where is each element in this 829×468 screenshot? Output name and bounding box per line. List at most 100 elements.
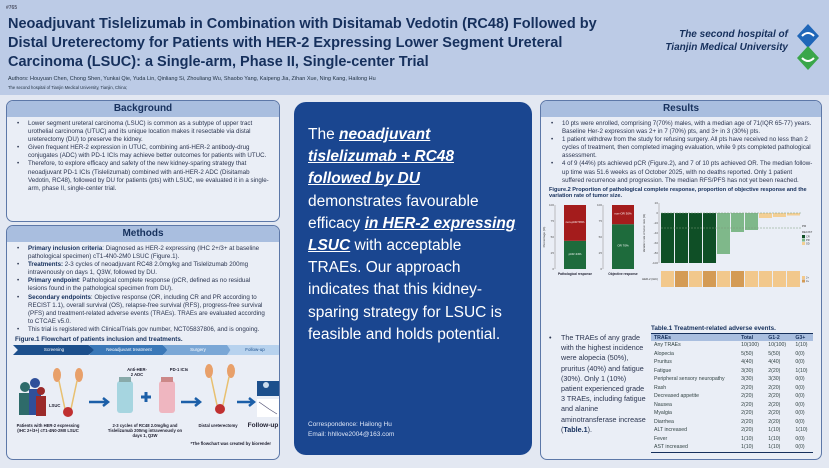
waterfall-bar: [773, 212, 786, 217]
table-cell: 4(40): [768, 359, 781, 365]
waterfall-bar: [661, 212, 674, 263]
legend-label: PR: [806, 238, 810, 242]
waterfall-bar: [731, 212, 744, 232]
her2-cell: [717, 270, 730, 287]
table-cell: 1(10): [768, 427, 781, 433]
reference-label: PR: [802, 224, 807, 228]
trae-summary: • The TRAEs of any grade with the highest…: [549, 333, 646, 434]
methods-item: Primary inclusion criteria: Diagnosed as…: [15, 245, 271, 261]
her2-cell: [689, 270, 702, 287]
legend-swatch: [802, 238, 805, 242]
bar-label: non-OR 30%: [614, 211, 632, 215]
table-cell: 2(20): [741, 427, 754, 433]
results-item: 10 pts were enrolled, comprising 7(70%) …: [549, 120, 813, 136]
waterfall-bar: [675, 212, 688, 263]
poster-number: #765: [6, 5, 18, 11]
methods-item-text: : Diagnosed as HER-2 expressing (IHC 2+/…: [28, 245, 260, 261]
her2-cell: [661, 270, 674, 287]
flowchart-illustration: [19, 364, 279, 418]
table-cell: 1(10): [795, 342, 808, 348]
methods-item-label: Primary inclusion criteria: [28, 245, 103, 252]
table-cell: 4(40): [741, 359, 754, 365]
correspondence: Correspondence: Hailong Hu: [308, 421, 392, 428]
her2-cell: [759, 270, 772, 287]
bar-label: OR 70%: [617, 243, 629, 247]
legend-label: CR: [806, 234, 810, 238]
results-heading: Results: [541, 101, 821, 117]
bar-label: pCR 44%: [569, 252, 582, 256]
table-ref: Table.1: [563, 424, 588, 434]
y-tick-label: -20: [654, 221, 659, 225]
table-cell: 2(20): [741, 384, 754, 391]
poster-header: #765 Neoadjuvant Tislelizumab in Combina…: [0, 0, 829, 95]
table-cell: 2(20): [768, 367, 781, 374]
legend-swatch: [802, 279, 805, 283]
table-row: Decreased appetite 2(20) 2(20) 0(0): [651, 392, 813, 401]
table-cell: 5(50): [768, 350, 781, 357]
table-cell: 2(20): [741, 418, 754, 425]
conclusion-highlight: in HER-2 expressing LSUC: [308, 214, 516, 255]
y-tick-label: 100: [597, 203, 602, 207]
her2-cell: [703, 270, 716, 287]
background-heading: Background: [7, 101, 279, 117]
conclusion-highlight: neoadjuvant tislelizumab + RC48 followed…: [308, 126, 455, 188]
table-cell: 0(0): [795, 359, 805, 365]
table-header: TRAEs: [651, 333, 739, 341]
table-cell: 2(20): [741, 393, 754, 399]
hospital-logo-icon: [797, 24, 819, 70]
y-tick-label: 0: [656, 211, 658, 215]
table-cell: 2(20): [768, 393, 781, 399]
ureter-surgery-icon: [205, 364, 235, 415]
hospital-line1: The second hospital of: [679, 29, 788, 40]
followup-label: Follow-up: [247, 422, 279, 430]
table-cell: 10(100): [768, 342, 787, 348]
trae-text: The TRAEs of any grade with the highest …: [561, 333, 646, 434]
legend-swatch: [802, 234, 805, 238]
bar-segment: [612, 223, 634, 269]
x-category-label: Objective response: [608, 272, 638, 276]
table-row: Fever 1(10) 1(10) 0(0): [651, 435, 813, 444]
y-tick-label: 75: [599, 219, 603, 223]
table-cell: 1(10): [795, 367, 808, 374]
y-axis-label: Percentage (%): [542, 226, 546, 247]
legend-label: 2+: [806, 275, 809, 279]
table-title: Table.1 Treatment-related adverse events…: [651, 325, 776, 332]
table-cell: ALT increased: [654, 427, 687, 433]
email[interactable]: Email: hhllove2004@163.com: [308, 430, 395, 438]
y-axis-label: Variation rate of tumor size (%): [642, 214, 646, 252]
arrow-icon: [237, 397, 257, 408]
table-cell: 0(0): [795, 418, 805, 425]
adc-label: Anti-HER-2 ADC: [127, 367, 147, 378]
table-cell: 3(30): [741, 367, 754, 374]
y-tick-label: -60: [654, 241, 659, 245]
table-cell: 1(10): [795, 427, 808, 433]
legend-title: RECIST: [802, 230, 813, 234]
figure2-charts: 0 25 50 75 100 pCR 44% non-pCR 56% Pathological…: [542, 201, 813, 287]
methods-item-label: Treatments:: [28, 261, 64, 269]
methods-item-label: Secondary endpoints: [28, 293, 91, 301]
table-cell: 2(20): [741, 401, 754, 408]
vial-icon: [117, 377, 133, 414]
table-cell: 0(0): [795, 393, 805, 399]
waterfall-bar: [787, 212, 800, 216]
table-cell: 0(0): [795, 376, 805, 382]
poster-title: Neoadjuvant Tislelizumab in Combination …: [8, 16, 597, 70]
table-cell: Rash: [654, 384, 667, 391]
table-row: Pruritus 4(40) 4(40) 0(0): [651, 358, 813, 367]
table-row: Any TRAEs 10(100) 10(100) 1(10): [651, 341, 813, 350]
table-row: Fatigue 3(30) 2(20) 1(10): [651, 367, 813, 376]
legend-swatch: [802, 241, 805, 245]
table-row: Nausea 2(20) 2(20) 0(0): [651, 401, 813, 410]
patients-label: Patients with HER-2 expressing (IHC 2+/3…: [16, 423, 80, 434]
flow-step: Screening: [13, 345, 95, 356]
table-row: Alopecia 5(50) 5(50) 0(0): [651, 350, 813, 359]
arrow-icon: [89, 397, 111, 408]
table-row: Myalgia 2(20) 2(20) 0(0): [651, 409, 813, 418]
bar-segment: [564, 240, 586, 269]
legend-label: 3+: [806, 279, 809, 283]
y-tick-label: 100: [549, 203, 554, 207]
background-item: Therefore, to explore efficacy and safet…: [15, 160, 271, 192]
bar-label: non-pCR 56%: [566, 220, 585, 224]
table-cell: 0(0): [795, 401, 805, 408]
table-cell: Fever: [654, 435, 668, 442]
